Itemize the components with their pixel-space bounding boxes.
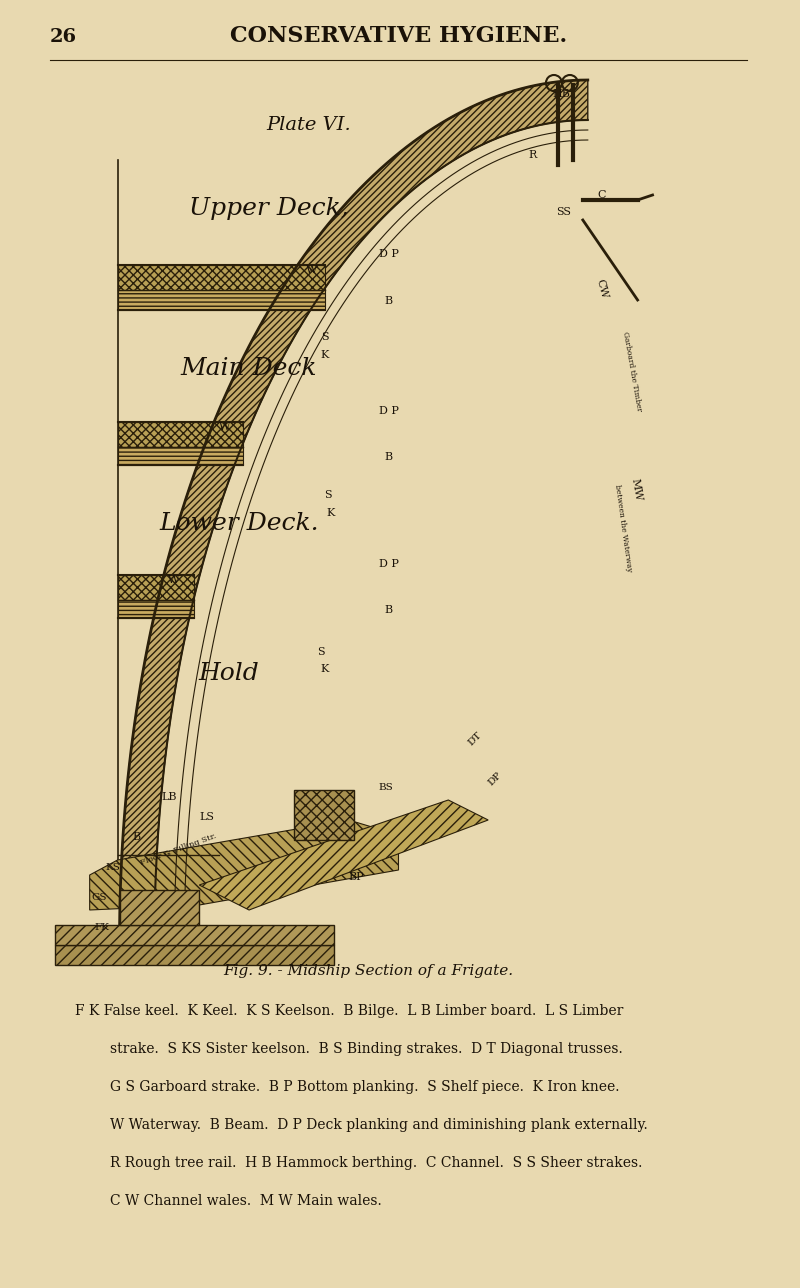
Text: W: W [218,422,230,431]
Text: C: C [598,191,606,200]
Text: K: K [326,507,335,518]
Text: LS: LS [199,811,214,822]
Text: HB: HB [552,89,570,99]
Text: CW: CW [594,278,610,300]
Text: S: S [321,332,329,343]
Text: GS: GS [92,893,107,902]
Text: F K False keel.  K Keel.  K S Keelson.  B Bilge.  L B Limber board.  L S Limber: F K False keel. K Keel. K S Keelson. B B… [74,1005,623,1018]
Text: G S Garboard strake.  B P Bottom planking.  S Shelf piece.  K Iron knee.: G S Garboard strake. B P Bottom planking… [110,1081,619,1094]
Text: MW: MW [630,478,643,502]
Text: DP: DP [486,770,503,787]
Text: CONSERVATIVE HYGIENE.: CONSERVATIVE HYGIENE. [230,24,567,46]
Text: W: W [168,574,179,585]
Text: Lower Deck.: Lower Deck. [159,513,319,535]
Polygon shape [118,422,243,447]
Text: BS: BS [378,783,394,792]
Text: between the Waterway: between the Waterway [613,483,633,572]
Polygon shape [118,290,326,310]
Polygon shape [118,447,243,465]
Polygon shape [199,800,488,911]
Polygon shape [118,574,194,600]
Text: R Rough tree rail.  H B Hammock berthing.  C Channel.  S S Sheer strakes.: R Rough tree rail. H B Hammock berthing.… [110,1157,642,1170]
Text: Garboard the Timber: Garboard the Timber [621,331,642,412]
Text: SKS: SKS [299,802,321,811]
Text: BP: BP [349,872,364,882]
Text: SS: SS [556,207,571,216]
Text: 26: 26 [50,28,77,46]
Polygon shape [54,925,334,945]
Text: B: B [385,452,393,462]
Polygon shape [54,945,334,965]
Text: R: R [528,149,536,160]
Polygon shape [294,790,354,840]
Text: S: S [317,647,325,657]
Text: Hold: Hold [198,662,259,685]
Text: C W Channel wales.  M W Main wales.: C W Channel wales. M W Main wales. [110,1194,382,1208]
Text: D P: D P [378,249,398,259]
Text: Floor & Filling Str.: Floor & Filling Str. [139,832,218,867]
Polygon shape [118,265,326,290]
Polygon shape [118,600,194,618]
Text: D P: D P [378,406,398,416]
Text: B: B [385,296,393,307]
Text: LB: LB [162,792,177,802]
Polygon shape [119,80,588,940]
Text: strake.  S KS Sister keelson.  B S Binding strakes.  D T Diagonal trusses.: strake. S KS Sister keelson. B S Binding… [110,1042,622,1056]
Text: K: K [321,350,329,361]
Text: W: W [306,265,317,276]
Text: Fig. 9. - Midship Section of a Frigate.: Fig. 9. - Midship Section of a Frigate. [223,963,514,978]
Text: D P: D P [378,559,398,569]
Text: S: S [324,489,331,500]
Text: FK: FK [94,923,110,933]
Text: Upper Deck,: Upper Deck, [189,197,349,220]
Text: KS: KS [106,863,121,872]
Text: Main Deck: Main Deck [181,357,318,380]
Text: B: B [133,832,141,842]
Text: W Waterway.  B Beam.  D P Deck planking and diminishing plank externally.: W Waterway. B Beam. D P Deck planking an… [110,1118,647,1132]
Text: DT: DT [466,730,483,747]
Polygon shape [119,890,199,925]
Text: B: B [385,605,393,614]
Polygon shape [90,820,398,911]
Text: Plate VI.: Plate VI. [266,116,351,134]
Text: K: K [321,665,329,674]
